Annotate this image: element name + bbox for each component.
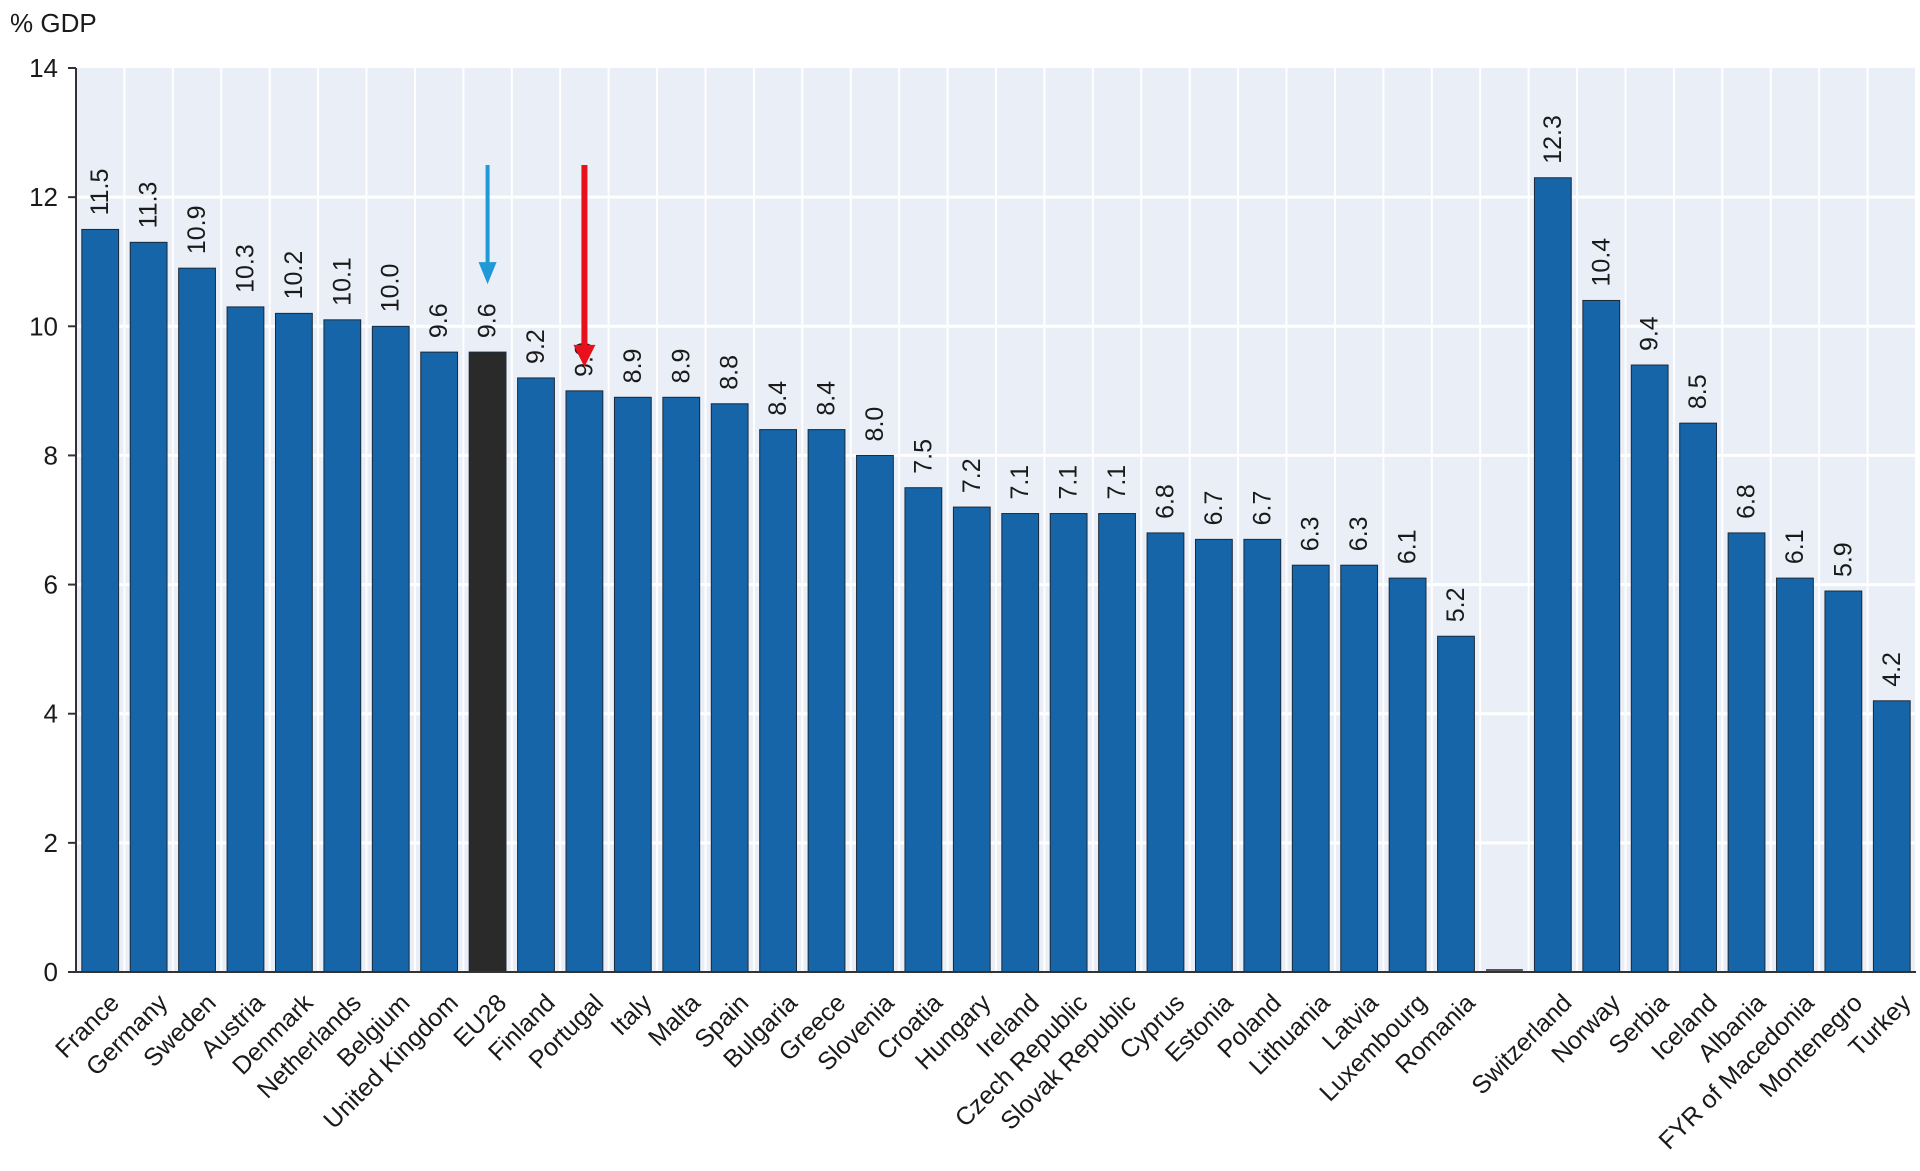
bar (904, 487, 943, 973)
y-tick-label: 8 (44, 440, 58, 470)
data-label: 11.3 (135, 182, 163, 229)
bar (1001, 513, 1040, 973)
data-label: 7.1 (1103, 465, 1131, 500)
bar (1727, 532, 1766, 973)
bar (1291, 564, 1330, 973)
data-label: 10.0 (377, 264, 405, 313)
bar (1776, 577, 1814, 973)
bar (1146, 532, 1185, 973)
data-label: 8.4 (764, 381, 792, 416)
y-tick-label: 4 (44, 699, 58, 729)
bar (226, 306, 265, 973)
y-tick-label: 10 (29, 311, 58, 341)
bar (1872, 700, 1911, 973)
bar (759, 429, 798, 973)
bar (710, 403, 749, 973)
y-tick-label: 6 (44, 570, 58, 600)
data-label: 9.4 (1636, 316, 1664, 351)
bar (81, 228, 120, 973)
bar (1533, 177, 1572, 973)
data-label: 10.9 (183, 205, 211, 254)
bar (952, 506, 991, 973)
data-labels: 11.511.310.910.310.210.110.09.69.69.29.0… (86, 115, 1906, 687)
bar (1437, 635, 1475, 973)
data-label: 8.9 (667, 349, 695, 384)
data-label: 8.4 (813, 381, 841, 416)
data-label: 5.9 (1829, 542, 1857, 577)
data-label: 5.2 (1442, 587, 1470, 622)
data-label: 6.7 (1200, 491, 1228, 526)
bars (81, 177, 1911, 973)
bar (178, 267, 216, 973)
bar (1630, 364, 1669, 973)
bar (323, 319, 362, 973)
bar (613, 396, 652, 973)
data-label: 7.2 (958, 458, 986, 493)
data-label: 8.9 (619, 349, 647, 384)
bar (1194, 538, 1233, 973)
bar (420, 351, 459, 973)
data-label: 7.1 (1006, 465, 1034, 500)
data-label: 10.1 (328, 257, 356, 306)
bar (517, 377, 555, 973)
data-label: 8.0 (861, 407, 889, 442)
x-axis-ticks: FranceGermanySwedenAustriaDenmarkNetherl… (50, 989, 1917, 1156)
data-label: 6.7 (1248, 491, 1276, 526)
data-label: 6.1 (1781, 529, 1809, 564)
bar (371, 325, 410, 973)
data-label: 12.3 (1539, 115, 1567, 164)
y-tick-label: 12 (29, 182, 58, 212)
bar (807, 429, 846, 973)
data-label: 6.3 (1345, 516, 1373, 551)
bar (1340, 564, 1379, 973)
y-tick-label: 2 (44, 828, 58, 858)
bar (1243, 538, 1282, 973)
bar (1049, 513, 1088, 973)
data-label: 6.1 (1394, 529, 1422, 564)
data-label: 10.3 (231, 244, 259, 293)
annotation-arrows (478, 165, 596, 367)
bar (468, 351, 507, 973)
data-label: 7.5 (909, 439, 937, 474)
bar (565, 390, 604, 973)
bar (274, 312, 313, 973)
bar (1824, 590, 1863, 973)
data-label: 4.2 (1878, 652, 1906, 687)
annotation-arrow-head (573, 344, 596, 367)
data-label: 11.5 (86, 169, 114, 216)
data-label: 10.2 (280, 251, 308, 300)
data-label: 9.6 (425, 303, 453, 338)
data-label: 10.4 (1587, 238, 1615, 287)
bar (662, 396, 701, 973)
data-label: 7.1 (1055, 465, 1083, 500)
bar (856, 454, 894, 973)
data-label: 8.8 (716, 355, 744, 390)
data-label: 6.8 (1151, 484, 1179, 519)
y-axis-label: % GDP (10, 8, 97, 38)
bar (1098, 513, 1136, 973)
data-label: 6.8 (1733, 484, 1761, 519)
y-tick-label: 14 (29, 53, 58, 83)
bar (129, 241, 168, 973)
bar (1679, 422, 1718, 973)
bar (1582, 299, 1621, 973)
y-axis-ticks: 0 2 4 6 8 10 12 14 (29, 53, 76, 987)
y-tick-label: 0 (44, 957, 58, 987)
annotation-arrow-head (478, 262, 497, 285)
data-label: 9.2 (522, 329, 550, 364)
data-label: 6.3 (1297, 516, 1325, 551)
data-label: 9.6 (474, 303, 502, 338)
data-label: 8.5 (1684, 374, 1712, 409)
bar (1388, 577, 1427, 973)
